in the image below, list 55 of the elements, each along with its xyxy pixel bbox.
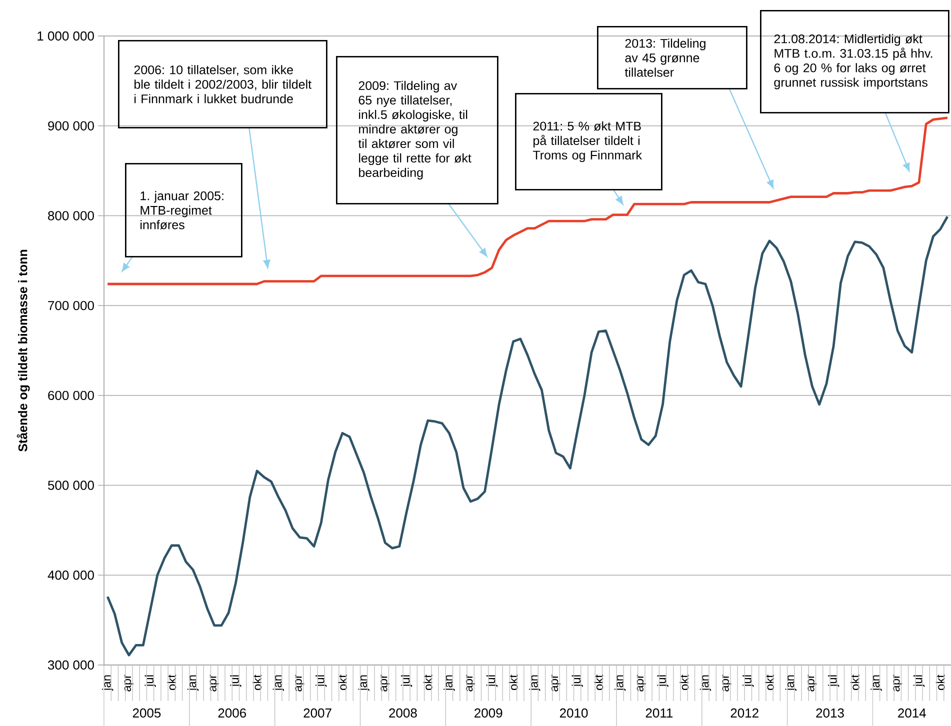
x-tick-label: jan: [358, 675, 370, 691]
x-tick-label: okt: [338, 674, 347, 690]
text: 2011: [646, 708, 673, 718]
x-tick-label: jan: [614, 675, 626, 691]
text: 2008: [389, 708, 417, 718]
text: 2005: [132, 708, 161, 718]
x-tick-label: jan: [700, 675, 712, 691]
text: 2009: [474, 708, 502, 718]
annotation: 21.08.2014: Midlertidig økt MTB t.o.m. 31.03.15 på hhv. 6 og 20 % for laks og ørret grunnet russisk importstans: [774, 34, 932, 90]
x-tick-label: jul: [486, 675, 498, 687]
y-tick-label: 900 000: [48, 121, 94, 130]
x-tick-label: okt: [936, 674, 945, 690]
x-tick-label: jul: [828, 675, 840, 687]
x-tick-label: jul: [400, 675, 412, 687]
x-tick-label: jan: [529, 675, 540, 691]
x-tick-label: apr: [466, 674, 476, 692]
annotation: 2006: 10 tillatelser, som ikke ble tildelt i 2002/2003, blir tildelt i Finnmark i lukket budrunde: [134, 65, 312, 104]
y-tick-label: 500 000: [48, 480, 94, 490]
x-tick-label: okt: [252, 674, 262, 690]
x-tick-label: jul: [230, 675, 242, 687]
text: 2010: [560, 708, 588, 718]
y-tick-label: 600 000: [48, 390, 94, 400]
text: 2007: [304, 708, 332, 718]
x-tick-label: jan: [870, 675, 882, 691]
x-tick-label: okt: [423, 674, 432, 690]
annotation: 2009: Tildeling av 65 nye tillatelser, inkl.5 økologiske, til mindre aktører og til aktører som vil legge til rette for økt bearbeiding: [358, 80, 472, 180]
x-tick-label: jan: [785, 675, 796, 691]
y-tick-label: 1 000 000: [38, 31, 94, 41]
y-tick-label: 700 000: [48, 300, 94, 310]
y-axis-title: Stående og tildelt biomasse i tonn: [16, 250, 30, 452]
x-tick-label: jul: [742, 675, 754, 687]
x-tick-label: okt: [765, 674, 774, 690]
annotation: 2013: Tildeling av 45 grønne tillatelser: [624, 38, 706, 77]
x-tick-label: apr: [380, 674, 390, 692]
x-tick-label: okt: [850, 674, 860, 690]
x-tick-label: jan: [102, 675, 114, 691]
x-tick-label: jul: [657, 675, 668, 687]
y-tick-label: 400 000: [48, 570, 94, 580]
x-tick-label: jul: [572, 675, 583, 687]
text: 2012: [730, 708, 758, 718]
text: 2013: [816, 708, 844, 718]
x-tick-label: jul: [913, 675, 925, 687]
x-tick-label: apr: [893, 674, 902, 692]
text: 2014: [898, 708, 926, 718]
annotation: 2011: 5 % økt MTB på tillatelser tildelt i Troms og Finnmark: [532, 121, 642, 162]
x-tick-label: jul: [144, 675, 156, 687]
annotation: 1. januar 2005: MTB-regimet innføres: [140, 191, 224, 230]
y-tick-label: 300 000: [48, 660, 94, 670]
text: 2006: [218, 708, 246, 718]
x-tick-label: apr: [551, 674, 560, 692]
x-tick-label: jan: [187, 675, 199, 691]
x-tick-label: jan: [444, 675, 455, 691]
y-tick-label: 800 000: [48, 211, 94, 220]
x-tick-label: jul: [316, 675, 327, 687]
x-tick-label: jan: [272, 675, 284, 691]
